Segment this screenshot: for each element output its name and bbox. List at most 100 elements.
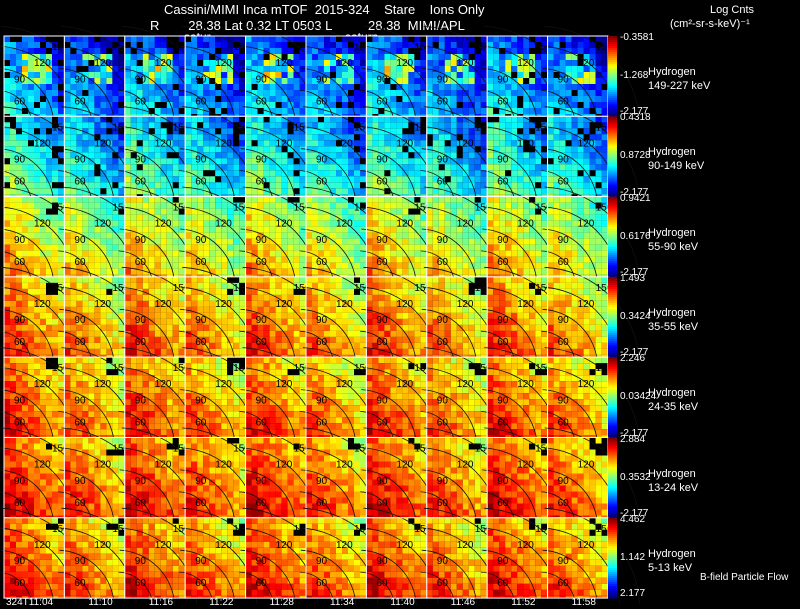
contour-label: 60	[195, 96, 207, 107]
energy-range-label: 90-149 keV	[648, 160, 705, 173]
contour-arc	[543, 367, 620, 444]
contour-label: 150	[112, 122, 129, 133]
contour-label: 150	[475, 363, 492, 374]
contour-label: 90	[316, 315, 328, 326]
contour-label: 150	[233, 122, 250, 133]
contour-label: 60	[14, 96, 26, 107]
contour-label: 150	[233, 444, 250, 455]
contour-label: 90	[437, 315, 449, 326]
contour-label: 120	[457, 379, 474, 390]
contour-label: 120	[215, 460, 232, 471]
contour-arc	[180, 308, 236, 365]
contour-arc	[543, 206, 620, 283]
contour-arc	[0, 389, 55, 445]
contour-label: 60	[195, 177, 207, 188]
contour-label: 60	[497, 96, 509, 107]
contour-label: 150	[354, 444, 371, 455]
contour-label: 150	[475, 444, 492, 455]
contour-label: 90	[256, 74, 268, 85]
contour-label: 60	[256, 418, 268, 429]
contour-arc	[59, 228, 115, 285]
contour-label: 60	[74, 177, 86, 188]
contour-label: 90	[14, 315, 26, 326]
contour-label: 60	[558, 177, 570, 188]
contour-label: 60	[135, 337, 147, 348]
contour-label: 150	[414, 524, 431, 535]
x-tick-label: 11:40	[390, 597, 415, 608]
contour-arc	[59, 308, 115, 365]
contour-label: 60	[135, 177, 147, 188]
contour-label: 90	[195, 235, 207, 246]
contour-arc	[240, 228, 296, 285]
contour-label: 120	[34, 299, 51, 310]
x-tick-label: 11:46	[450, 597, 476, 608]
contour-arc	[119, 148, 176, 204]
contour-label: 60	[558, 337, 570, 348]
contour-label: 90	[558, 476, 570, 487]
contour-label: 90	[256, 396, 268, 407]
contour-label: 90	[256, 155, 268, 166]
energy-range-label: 24-35 keV	[648, 401, 699, 414]
contour-label: 120	[94, 379, 111, 390]
contour-label: 120	[94, 58, 111, 69]
contour-label: 90	[376, 235, 388, 246]
contour-label: 120	[94, 540, 111, 551]
contour-arc	[543, 286, 620, 364]
contour-label: 150	[475, 283, 492, 294]
contour-label: 60	[14, 337, 26, 348]
contour-label: 90	[437, 235, 449, 246]
contour-label: 90	[74, 396, 86, 407]
contour-arc	[0, 228, 55, 285]
contour-label: 90	[74, 556, 86, 567]
contour-label: 120	[336, 138, 353, 149]
contour-label: 120	[276, 379, 293, 390]
contour-label: 150	[294, 203, 311, 214]
contour-arc	[482, 549, 538, 606]
contour-arc	[421, 308, 478, 365]
contour-label: 120	[34, 138, 51, 149]
contour-label: 150	[414, 283, 431, 294]
contour-label: 120	[276, 219, 293, 230]
contour-label: 90	[497, 476, 509, 487]
contour-arc	[119, 228, 176, 285]
contour-label: 90	[316, 155, 328, 166]
contour-label: 120	[336, 299, 353, 310]
contour-label: 120	[155, 460, 172, 471]
contour-label: 60	[74, 337, 86, 348]
contour-label: 120	[396, 138, 413, 149]
colorbar-mid-label: 0.8728	[620, 150, 651, 162]
contour-label: 90	[497, 396, 509, 407]
x-tick-label: 11:58	[571, 597, 596, 608]
contour-label: 60	[135, 578, 147, 589]
contour-label: 90	[437, 556, 449, 567]
contour-label: 150	[354, 203, 371, 214]
contour-label: 60	[376, 337, 388, 348]
contour-label: 60	[437, 418, 449, 429]
colorbar-r6	[608, 517, 617, 599]
contour-label: 150	[535, 203, 552, 214]
contour-label: 90	[195, 476, 207, 487]
contour-label: 120	[336, 58, 353, 69]
contour-arc	[240, 308, 296, 365]
contour-label: 60	[74, 498, 86, 509]
contour-label: 60	[74, 418, 86, 429]
contour-arc	[300, 228, 357, 285]
contour-label: 150	[52, 524, 69, 535]
contour-label: 120	[517, 540, 534, 551]
contour-label: 60	[558, 578, 570, 589]
contour-label: 120	[517, 379, 534, 390]
contour-label: 150	[233, 203, 250, 214]
species-label: Hydrogen	[648, 226, 696, 239]
energy-range-label: 5-13 keV	[648, 561, 693, 574]
energy-range-label: 13-24 keV	[648, 481, 699, 494]
contour-label: 90	[256, 315, 268, 326]
contour-label: 90	[135, 315, 147, 326]
chart-title: Cassini/MIMI Inca mTOF 2015-324 Stare Io…	[164, 2, 485, 17]
